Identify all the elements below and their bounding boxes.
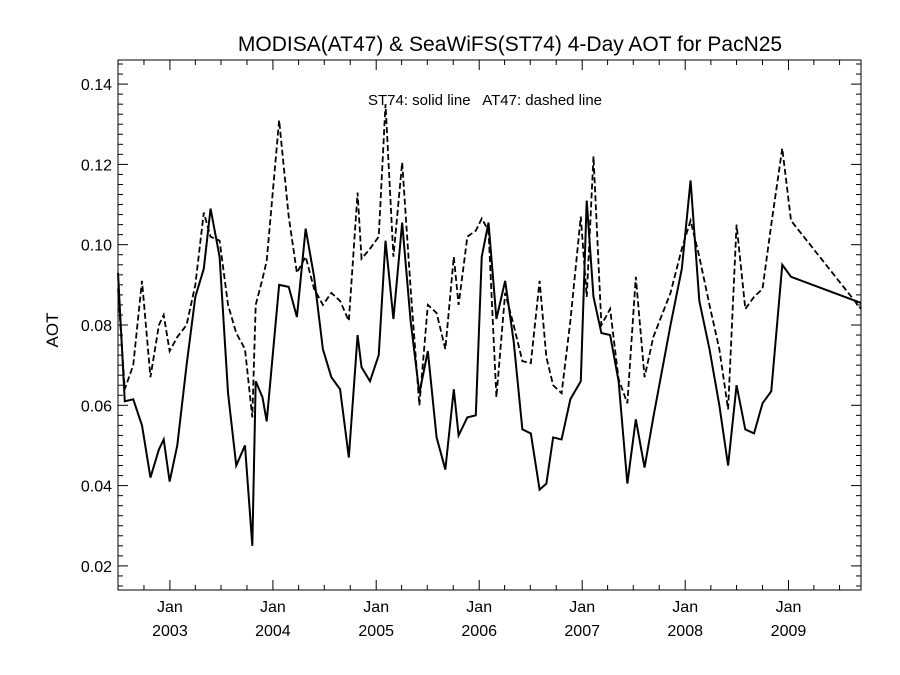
y-tick-label: 0.04 xyxy=(81,479,112,496)
y-axis-label: AOT xyxy=(43,313,62,348)
x-tick-month-label: Jan xyxy=(157,599,183,616)
x-tick-month-label: Jan xyxy=(260,599,286,616)
y-tick-label: 0.08 xyxy=(81,318,112,335)
x-tick-year-label: 2008 xyxy=(667,623,703,640)
x-tick-year-label: 2003 xyxy=(152,623,188,640)
x-tick-month-label: Jan xyxy=(569,599,595,616)
series-layer xyxy=(117,104,862,546)
axis-ticks: 0.02 0.04 0.06 0.08 0.10 0.12 0.14 Jan 2003 Jan 20… xyxy=(81,60,861,640)
series-style-note: ST74: solid line AT47: dashed line xyxy=(368,92,602,109)
solid-series-line xyxy=(117,180,862,546)
dashed-series-line xyxy=(117,104,862,418)
chart-title: MODISA(AT47) & SeaWiFS(ST74) 4-Day AOT f… xyxy=(238,33,782,56)
x-tick-year-label: 2009 xyxy=(771,623,807,640)
y-tick-label: 0.12 xyxy=(81,157,112,174)
x-tick-year-label: 2006 xyxy=(461,623,497,640)
x-tick-month-label: Jan xyxy=(672,599,698,616)
x-tick-month-label: Jan xyxy=(363,599,389,616)
x-tick-year-label: 2005 xyxy=(358,623,394,640)
y-tick-label: 0.06 xyxy=(81,398,112,415)
plot-frame xyxy=(117,59,862,591)
x-tick-year-label: 2004 xyxy=(255,623,291,640)
y-tick-label: 0.14 xyxy=(81,77,112,94)
y-tick-label: 0.02 xyxy=(81,559,112,576)
y-tick-label: 0.10 xyxy=(81,238,112,255)
x-tick-month-label: Jan xyxy=(776,599,802,616)
x-tick-year-label: 2007 xyxy=(564,623,600,640)
x-tick-month-label: Jan xyxy=(466,599,492,616)
